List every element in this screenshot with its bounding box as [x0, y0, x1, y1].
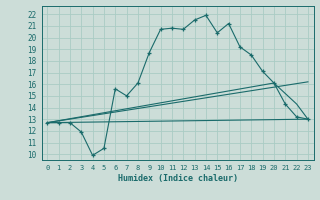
X-axis label: Humidex (Indice chaleur): Humidex (Indice chaleur)	[118, 174, 237, 183]
